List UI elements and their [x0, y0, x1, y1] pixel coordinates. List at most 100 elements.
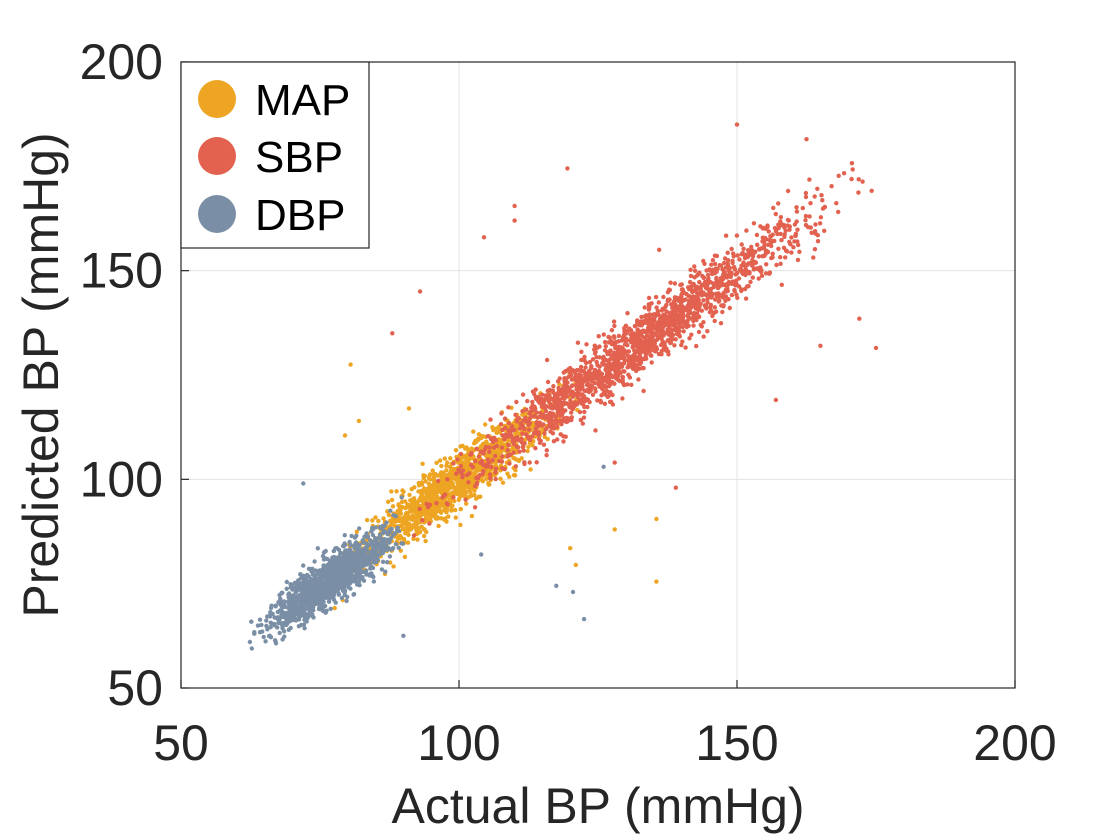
- data-point-sbp: [815, 239, 821, 244]
- data-point-sbp: [756, 254, 761, 259]
- data-point-sbp: [794, 219, 799, 224]
- data-point-sbp: [590, 376, 595, 382]
- data-point-dbp: [272, 621, 277, 627]
- x-tick-label: 150: [695, 715, 778, 771]
- data-point-sbp: [602, 339, 608, 345]
- data-point-map: [469, 513, 475, 519]
- data-point-sbp: [725, 250, 730, 255]
- data-point-sbp: [586, 383, 592, 388]
- data-point-dbp: [360, 540, 366, 545]
- data-point-sbp: [705, 292, 710, 297]
- data-point-map: [528, 467, 533, 472]
- data-point-sbp: [717, 298, 722, 303]
- data-point-map: [415, 537, 420, 542]
- data-point-sbp: [488, 476, 493, 481]
- data-point-dbp: [331, 548, 336, 554]
- legend-marker-map: [198, 80, 236, 118]
- data-point-sbp: [666, 332, 671, 337]
- data-point-sbp: [794, 209, 800, 214]
- data-point-sbp: [729, 246, 734, 252]
- data-point-sbp: [533, 446, 538, 451]
- data-point-dbp: [378, 525, 383, 530]
- data-point-map: [457, 488, 462, 494]
- data-point-sbp: [684, 324, 689, 330]
- data-point-map: [506, 438, 511, 443]
- data-point-sbp: [754, 232, 760, 238]
- data-point-map: [408, 508, 413, 513]
- data-point-map: [399, 499, 405, 505]
- data-point-sbp: [700, 273, 705, 279]
- data-point-dbp: [324, 588, 329, 593]
- data-point-sbp: [769, 243, 774, 249]
- data-point-map: [439, 463, 444, 469]
- data-point-sbp: [762, 235, 768, 241]
- data-point-dbp: [277, 630, 282, 636]
- data-point-sbp: [506, 420, 512, 426]
- data-point-sbp: [654, 305, 659, 310]
- data-point-dbp: [309, 586, 315, 591]
- data-point-sbp: [561, 370, 566, 375]
- data-point-sbp: [542, 431, 547, 436]
- data-point-map: [421, 533, 427, 539]
- data-point-sbp: [856, 190, 861, 195]
- data-point-sbp: [417, 506, 422, 512]
- data-point-dbp: [368, 571, 373, 577]
- data-point-dbp: [329, 570, 334, 576]
- data-point-sbp: [691, 323, 696, 328]
- y-tick-label: 200: [80, 34, 163, 90]
- legend-marker-dbp: [198, 195, 236, 233]
- data-point-sbp: [529, 414, 534, 419]
- data-point-map: [433, 508, 438, 514]
- data-point-dbp: [355, 573, 361, 579]
- data-point-map: [478, 494, 483, 499]
- data-point-dbp: [323, 548, 328, 554]
- data-point-sbp: [665, 315, 671, 320]
- data-point-sbp: [723, 265, 729, 270]
- grid: [181, 62, 1015, 688]
- data-point-sbp: [606, 334, 611, 340]
- data-point-sbp: [574, 386, 579, 392]
- data-point-sbp: [812, 229, 818, 234]
- data-point-sbp: [708, 302, 714, 308]
- data-point-sbp: [735, 253, 740, 258]
- data-point-sbp: [610, 374, 615, 380]
- data-point-sbp: [818, 343, 823, 348]
- data-point-dbp: [554, 583, 559, 588]
- data-point-sbp: [482, 447, 488, 452]
- data-point-sbp: [668, 280, 673, 285]
- data-point-sbp: [803, 190, 809, 196]
- data-point-dbp: [326, 596, 331, 601]
- data-point-sbp: [525, 434, 530, 439]
- data-point-dbp: [310, 580, 316, 586]
- data-point-sbp: [694, 289, 699, 294]
- data-point-sbp: [759, 273, 765, 278]
- data-point-map: [479, 433, 484, 439]
- data-point-dbp: [330, 593, 335, 598]
- data-point-sbp: [613, 340, 619, 345]
- data-point-sbp: [642, 314, 647, 319]
- data-point-sbp: [560, 389, 565, 394]
- data-point-dbp: [362, 534, 367, 539]
- data-point-dbp: [307, 582, 312, 587]
- data-point-sbp: [705, 272, 711, 278]
- data-point-dbp: [312, 593, 317, 599]
- data-point-sbp: [451, 495, 456, 500]
- data-point-sbp: [741, 246, 746, 251]
- data-point-sbp: [730, 260, 735, 266]
- data-point-sbp: [651, 312, 656, 317]
- data-point-map: [381, 516, 386, 521]
- data-point-sbp: [812, 247, 818, 252]
- data-point-dbp: [285, 599, 291, 604]
- data-point-dbp: [282, 634, 287, 639]
- data-point-sbp: [466, 480, 471, 485]
- data-point-sbp: [712, 305, 717, 310]
- data-point-sbp: [597, 370, 602, 376]
- data-point-dbp: [290, 593, 296, 598]
- data-point-sbp: [797, 249, 802, 254]
- data-point-dbp: [301, 584, 306, 590]
- data-point-sbp: [795, 257, 801, 263]
- data-point-sbp: [727, 265, 732, 271]
- data-point-map: [356, 418, 362, 424]
- data-point-sbp: [712, 318, 717, 324]
- data-point-map: [408, 498, 413, 503]
